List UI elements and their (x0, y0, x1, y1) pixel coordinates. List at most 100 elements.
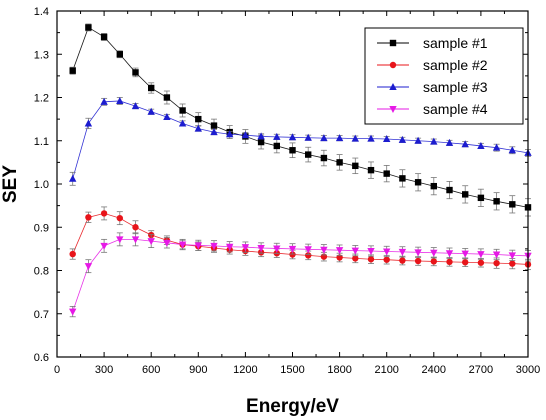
series-3 (69, 96, 532, 186)
data-point (178, 119, 187, 127)
data-point (477, 251, 485, 259)
data-point (367, 134, 375, 142)
y-tick-label: 0.8 (34, 266, 49, 278)
x-tick-label: 1200 (233, 364, 257, 376)
data-point (132, 224, 139, 231)
series-4 (69, 232, 532, 318)
data-point (430, 258, 437, 265)
data-point (69, 67, 76, 74)
x-tick-label: 2400 (422, 364, 446, 376)
data-point (335, 247, 344, 255)
data-point (352, 162, 359, 170)
data-point (367, 248, 375, 256)
legend-item: sample #4 (377, 101, 488, 117)
data-point (414, 257, 422, 265)
series-line (72, 238, 529, 312)
y-tick-label: 1.3 (34, 49, 49, 61)
data-point (194, 242, 202, 250)
data-point (194, 124, 202, 132)
data-point (273, 142, 280, 150)
data-point (304, 246, 312, 254)
data-point (399, 175, 406, 182)
data-point (116, 236, 124, 244)
data-point (383, 248, 391, 256)
data-point (414, 249, 422, 257)
legend-marker (389, 61, 397, 69)
data-point (273, 132, 281, 140)
data-point (273, 245, 281, 253)
data-point (131, 236, 140, 244)
data-point (320, 246, 328, 254)
data-point (383, 135, 391, 143)
y-tick-label: 0.6 (34, 352, 49, 364)
data-point (147, 238, 155, 246)
data-point (492, 143, 501, 151)
data-point (69, 250, 76, 258)
axes: 0 300 600 900 1200 1500 1800 2100 2400 2700 3000 0.… (34, 6, 541, 376)
data-point (100, 242, 108, 250)
y-axis-label: SEY (0, 165, 21, 203)
x-tick-label: 0 (54, 364, 60, 376)
legend-label: sample #4 (423, 101, 488, 117)
data-point (178, 241, 187, 249)
data-point (335, 134, 344, 142)
legend-item: sample #3 (377, 79, 488, 95)
y-tick-label: 0.9 (34, 222, 49, 234)
data-point (289, 147, 296, 154)
data-point (414, 136, 422, 144)
legend-marker (389, 39, 397, 47)
data-point (509, 201, 516, 208)
data-point (336, 159, 343, 166)
data-point (304, 133, 312, 141)
data-point (100, 33, 108, 41)
data-point (320, 154, 328, 162)
data-point (508, 252, 516, 260)
data-point (241, 131, 250, 139)
data-point (148, 84, 155, 92)
y-tick-label: 1.0 (34, 179, 49, 191)
legend-label: sample #1 (423, 35, 488, 51)
data-point (351, 247, 359, 255)
data-point (69, 308, 77, 316)
data-point (226, 130, 234, 138)
data-point (132, 69, 139, 76)
legend-marker (389, 106, 397, 113)
data-point (383, 170, 390, 177)
data-point (461, 250, 469, 258)
data-point (351, 134, 359, 142)
data-point (116, 51, 123, 58)
data-point (116, 214, 124, 222)
data-point (508, 146, 516, 154)
data-point (414, 179, 422, 186)
x-tick-label: 900 (189, 364, 207, 376)
data-point (367, 256, 375, 263)
data-point (336, 254, 343, 261)
x-tick-label: 3000 (516, 364, 540, 376)
x-tick-label: 600 (142, 364, 160, 376)
data-point (210, 128, 218, 136)
x-tick-label: 300 (95, 364, 113, 376)
data-point (195, 115, 202, 123)
x-axis-label: Energy/eV (246, 396, 339, 417)
data-point (305, 252, 312, 259)
data-point (493, 259, 500, 267)
plot-marks (69, 23, 532, 318)
data-point (398, 248, 407, 256)
y-tick-label: 0.7 (34, 309, 49, 321)
y-tick-label: 1.2 (34, 93, 49, 105)
data-point (462, 191, 469, 198)
series-line (72, 212, 529, 265)
data-point (100, 97, 108, 105)
data-point (163, 94, 171, 101)
y-tick-label: 1.4 (34, 6, 49, 18)
legend-label: sample #3 (423, 79, 488, 95)
legend-item: sample #2 (377, 57, 488, 73)
data-point (430, 137, 438, 145)
data-point (399, 257, 406, 264)
data-point (163, 239, 171, 247)
data-point (288, 245, 297, 253)
x-tick-label: 2700 (469, 364, 493, 376)
legend-label: sample #2 (423, 57, 488, 73)
data-point (430, 249, 438, 257)
